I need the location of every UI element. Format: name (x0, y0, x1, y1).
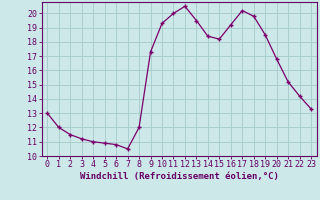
X-axis label: Windchill (Refroidissement éolien,°C): Windchill (Refroidissement éolien,°C) (80, 172, 279, 181)
